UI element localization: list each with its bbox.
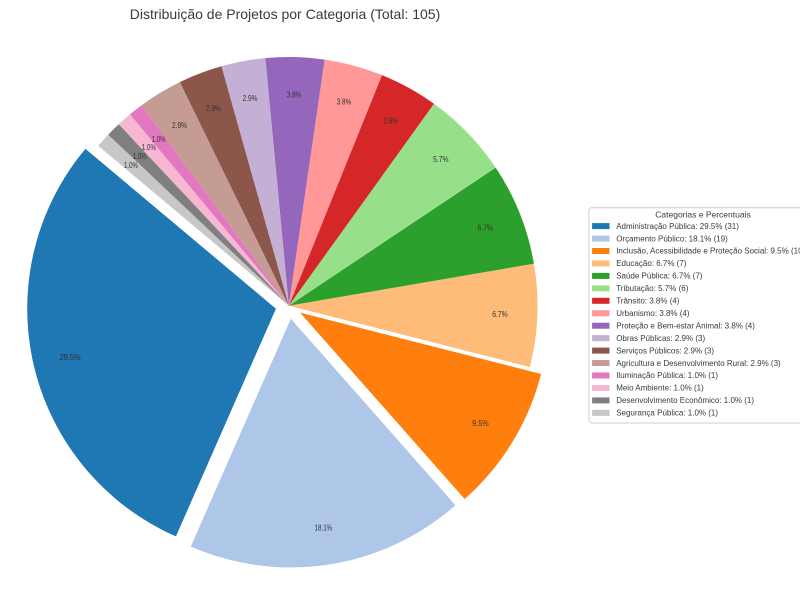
svg-text:3.8%: 3.8% <box>383 116 398 126</box>
svg-text:Urbanismo: 3.8% (4): Urbanismo: 3.8% (4) <box>616 309 690 318</box>
svg-text:Tributação: 5.7% (6): Tributação: 5.7% (6) <box>616 284 689 293</box>
svg-text:Obras Públicas: 2.9% (3): Obras Públicas: 2.9% (3) <box>616 334 705 343</box>
svg-text:Orçamento Público: 18.1% (19): Orçamento Público: 18.1% (19) <box>616 234 728 243</box>
svg-text:Educação: 6.7% (7): Educação: 6.7% (7) <box>616 259 687 268</box>
svg-text:5.7%: 5.7% <box>433 154 449 164</box>
svg-text:Meio Ambiente: 1.0% (1): Meio Ambiente: 1.0% (1) <box>616 384 704 393</box>
svg-text:Segurança Pública: 1.0% (1): Segurança Pública: 1.0% (1) <box>616 409 718 418</box>
svg-text:Saúde Pública: 6.7% (7): Saúde Pública: 6.7% (7) <box>616 272 703 281</box>
svg-text:Categorias e Percentuais: Categorias e Percentuais <box>655 210 750 220</box>
svg-text:3.8%: 3.8% <box>287 89 302 99</box>
svg-text:Proteção e Bem-estar Animal: 3: Proteção e Bem-estar Animal: 3.8% (4) <box>616 321 755 330</box>
svg-text:1.0%: 1.0% <box>152 134 166 144</box>
svg-text:Desenvolvimento Econômico: 1.0: Desenvolvimento Econômico: 1.0% (1) <box>616 396 754 405</box>
svg-text:1.0%: 1.0% <box>142 142 156 152</box>
svg-text:6.7%: 6.7% <box>477 222 493 232</box>
svg-text:1.0%: 1.0% <box>124 160 138 170</box>
svg-text:Distribuição de Projetos por C: Distribuição de Projetos por Categoria (… <box>130 6 441 22</box>
svg-text:Serviços Públicos: 2.9% (3): Serviços Públicos: 2.9% (3) <box>616 346 714 355</box>
svg-text:3.8%: 3.8% <box>337 97 352 107</box>
svg-text:1.0%: 1.0% <box>133 151 147 161</box>
svg-text:2.9%: 2.9% <box>243 93 258 103</box>
svg-text:Trânsito: 3.8% (4): Trânsito: 3.8% (4) <box>616 297 680 306</box>
svg-text:9.5%: 9.5% <box>472 418 489 428</box>
svg-text:Agricultura e Desenvolvimento: Agricultura e Desenvolvimento Rural: 2.9… <box>616 359 781 368</box>
svg-text:Administração Pública: 29.5% (: Administração Pública: 29.5% (31) <box>616 222 739 231</box>
svg-text:6.7%: 6.7% <box>492 309 508 319</box>
svg-text:2.9%: 2.9% <box>172 120 187 130</box>
svg-text:Iluminação Pública: 1.0% (1): Iluminação Pública: 1.0% (1) <box>616 371 718 380</box>
svg-text:29.5%: 29.5% <box>59 352 81 362</box>
svg-text:Inclusão, Acessibilidade e Pro: Inclusão, Acessibilidade e Proteção Soci… <box>616 247 800 256</box>
svg-text:2.9%: 2.9% <box>206 103 221 113</box>
svg-text:18.1%: 18.1% <box>314 523 332 533</box>
